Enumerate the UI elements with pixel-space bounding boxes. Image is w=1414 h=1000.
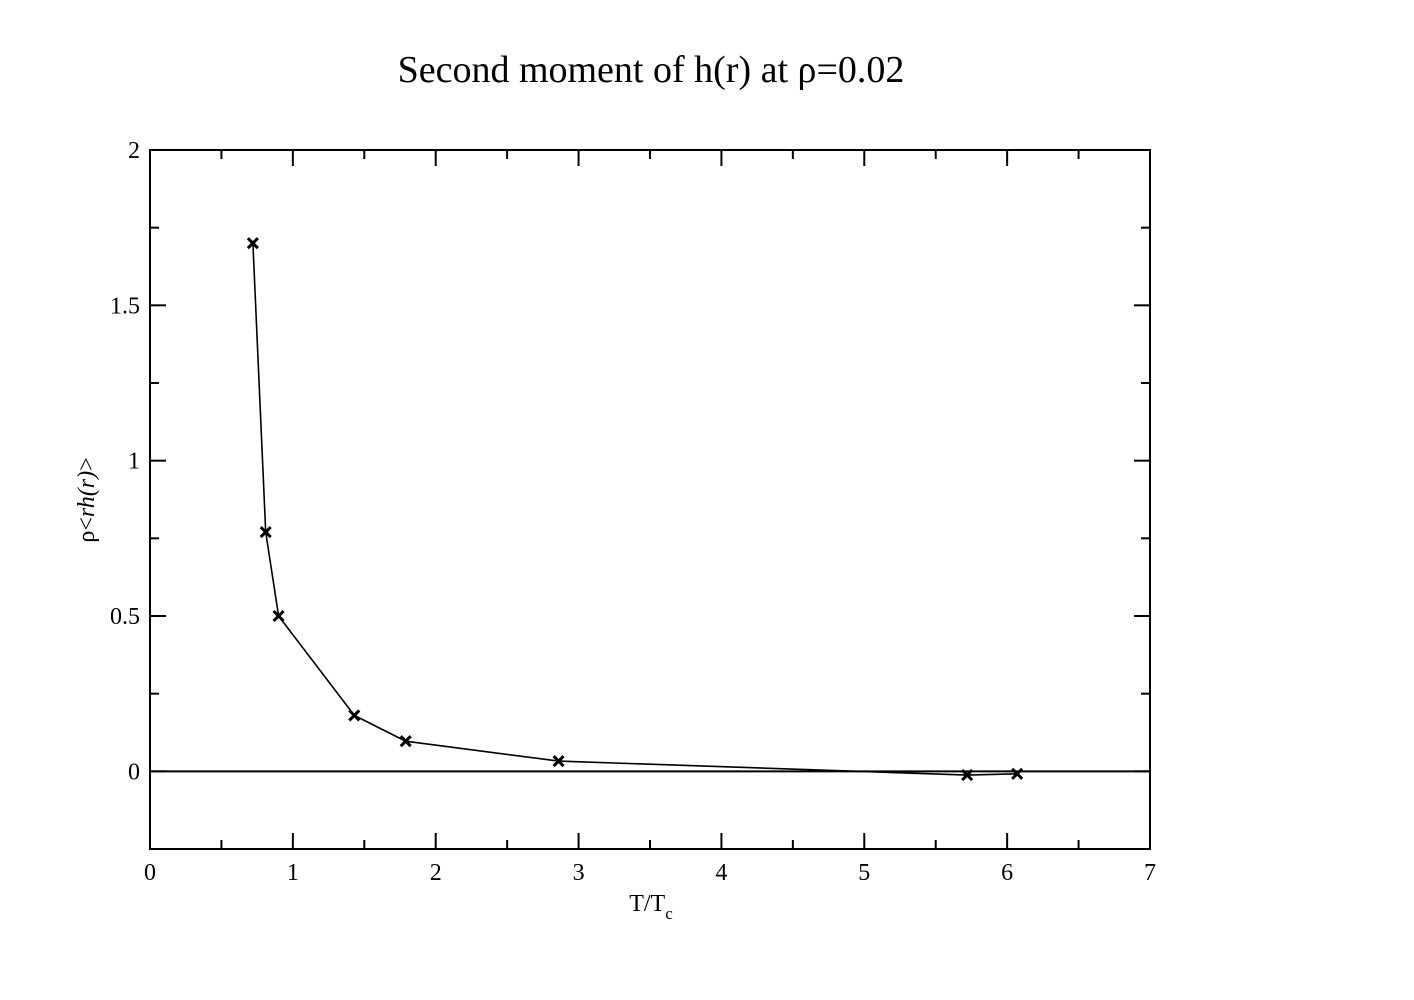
y-axis-label: ρ<rh(r)>	[74, 457, 100, 542]
x-axis-label-main: T/T	[629, 891, 665, 917]
y-tick-label: 2	[128, 138, 140, 164]
plot-area: 0 1 2 3 4 5 6 7 0 0.5 1 1.5 2	[110, 138, 1156, 886]
x-tick-label: 6	[1001, 860, 1013, 886]
y-axis-label-suffix: >	[74, 457, 100, 471]
x-tick-label: 1	[287, 860, 299, 886]
data-point-marker	[552, 755, 565, 768]
y-axis-label-prefix: ρ<	[74, 517, 100, 543]
data-point-marker	[399, 735, 412, 748]
chart-title: Second moment of h(r) at ρ=0.02	[398, 49, 905, 91]
data-point-marker	[246, 237, 259, 250]
x-tick-label: 0	[144, 860, 156, 886]
x-tick-label: 5	[858, 860, 870, 886]
y-tick-label: 0.5	[110, 604, 140, 630]
y-tick-label: 1	[128, 449, 140, 475]
x-tick-label: 7	[1144, 860, 1156, 886]
data-point-marker	[272, 609, 285, 623]
series-line	[252, 243, 1018, 776]
y-tick-label: 1.5	[110, 293, 140, 319]
x-axis-label-subscript: c	[665, 904, 673, 923]
x-tick-label: 4	[715, 860, 727, 886]
y-tick-label: 0	[128, 759, 140, 785]
plot-frame	[149, 149, 1151, 850]
data-point-marker	[1011, 767, 1024, 780]
x-tick-label: 3	[573, 860, 585, 886]
y-axis-label-italic: rh(r)	[74, 471, 100, 517]
x-tick-label: 2	[430, 860, 442, 886]
data-point-marker	[259, 526, 272, 539]
data-point-marker	[348, 709, 361, 722]
x-axis-label: T/Tc	[629, 891, 673, 923]
data-point-marker	[961, 769, 974, 782]
